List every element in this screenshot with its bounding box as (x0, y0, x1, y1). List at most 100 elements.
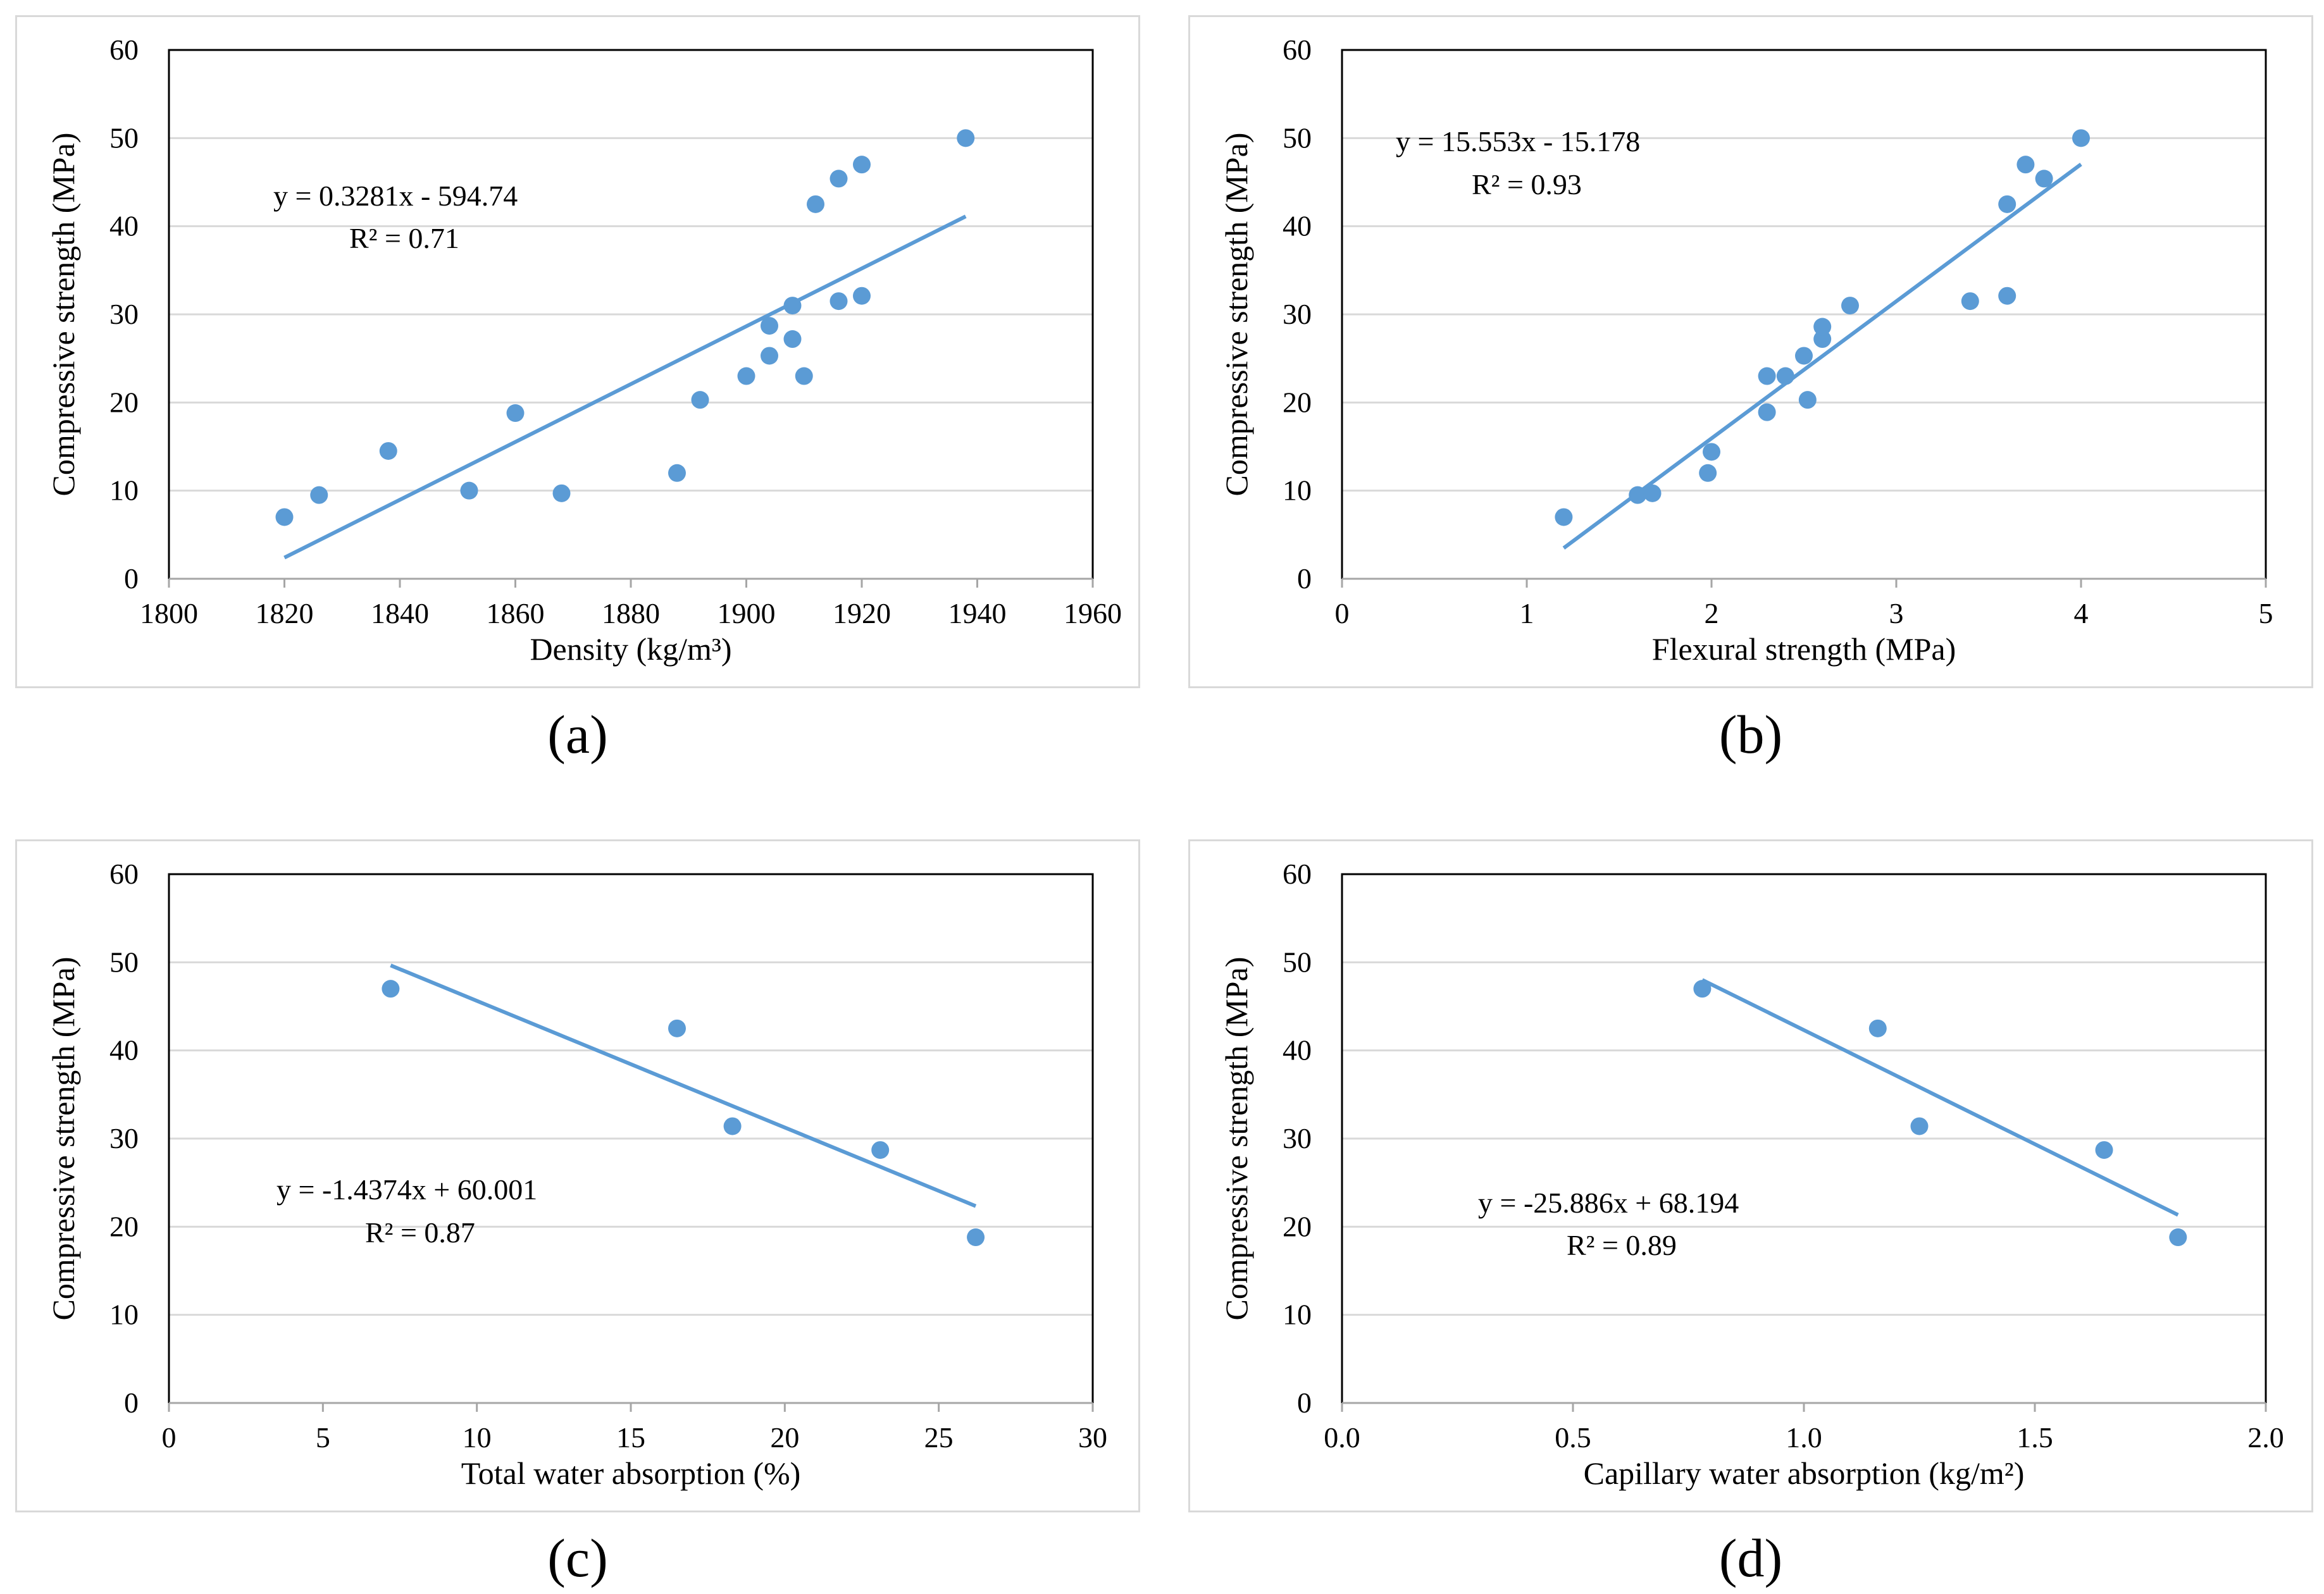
data-point (460, 481, 478, 500)
data-point (1998, 287, 2016, 305)
data-point (1629, 486, 1647, 504)
y-axis-title: Compressive strength (MPa) (1219, 957, 1254, 1321)
data-point (1795, 347, 1813, 365)
x-tick-label: 25 (924, 1421, 954, 1454)
trendline-equation: y = 0.3281x - 594.74 (273, 180, 518, 212)
data-point (691, 391, 709, 409)
data-point (1758, 403, 1776, 421)
chart-panel-a: 0 10 20 30 40 50 60 1800 1820 1840 1860 1880 1900 192… (15, 15, 1140, 688)
y-tick-label: 0 (124, 1387, 139, 1419)
y-tick-label: 30 (1283, 298, 1312, 330)
x-tick-label: 1.5 (2016, 1421, 2053, 1454)
caption-a: (a) (547, 704, 608, 765)
caption-b: (b) (1718, 704, 1783, 765)
data-point (310, 486, 328, 504)
y-tick-label: 20 (1283, 386, 1312, 418)
scatter-plot-a: 0 10 20 30 40 50 60 1800 1820 1840 1860 1880 1900 192… (46, 34, 1122, 667)
y-axis-title: Compressive strength (MPa) (46, 133, 81, 497)
data-point (2095, 1141, 2113, 1159)
data-point (506, 404, 525, 423)
y-tick-label: 60 (1283, 858, 1312, 890)
y-tick-label: 10 (1283, 1299, 1312, 1331)
y-tick-label: 40 (109, 1034, 139, 1066)
x-tick-label: 1860 (487, 597, 545, 629)
data-point (783, 330, 802, 349)
data-point (1910, 1117, 1929, 1135)
x-tick-label: 10 (463, 1421, 492, 1454)
x-tick-label: 15 (616, 1421, 645, 1454)
x-tick-label: 20 (770, 1421, 799, 1454)
scatter-plot-d: 0 10 20 30 40 50 60 0.0 0.5 1.0 1.5 2.0 Capillary wa… (1219, 858, 2284, 1491)
data-point (807, 195, 824, 213)
x-tick-label: 1840 (371, 597, 429, 629)
data-point (795, 367, 813, 385)
x-tick-label: 0.0 (1324, 1421, 1360, 1454)
x-axis-title: Density (kg/m³) (530, 631, 731, 667)
r-squared-label: R² = 0.89 (1567, 1229, 1677, 1261)
x-axis-title: Flexural strength (MPa) (1652, 631, 1956, 667)
x-axis-title: Total water absorption (%) (461, 1455, 801, 1491)
r-squared-label: R² = 0.87 (365, 1216, 475, 1249)
data-point (761, 347, 778, 365)
data-point (2016, 156, 2035, 174)
data-point (1961, 292, 1979, 311)
chart-panel-c: 0 10 20 30 40 50 60 0 5 10 15 20 25 30 Total water abs… (15, 839, 1140, 1512)
data-point (1798, 391, 1817, 409)
x-tick-label: 5 (316, 1421, 330, 1454)
x-tick-label: 4 (2074, 597, 2089, 629)
data-point (552, 484, 571, 502)
data-point (1868, 1019, 1887, 1037)
data-point (967, 1228, 985, 1247)
y-tick-label: 30 (109, 298, 139, 330)
y-tick-label: 10 (109, 1299, 139, 1331)
trendline-equation: y = -25.886x + 68.194 (1478, 1187, 1739, 1219)
x-tick-label: 1.0 (1786, 1421, 1822, 1454)
data-point (1758, 367, 1776, 385)
y-tick-label: 40 (1283, 1034, 1312, 1066)
data-point (723, 1117, 742, 1135)
x-tick-label: 30 (1078, 1421, 1107, 1454)
data-point (668, 1019, 686, 1037)
data-point (871, 1141, 890, 1159)
x-tick-label: 3 (1889, 597, 1904, 629)
scatter-plot-c: 0 10 20 30 40 50 60 0 5 10 15 20 25 30 Total water abs… (46, 858, 1107, 1491)
trendline (283, 214, 967, 560)
data-point (382, 980, 400, 998)
r-squared-label: R² = 0.71 (349, 222, 459, 254)
data-point (1643, 484, 1662, 502)
y-tick-label: 0 (1297, 1387, 1312, 1419)
y-axis-title: Compressive strength (MPa) (46, 957, 81, 1321)
x-tick-label: 1960 (1064, 597, 1122, 629)
chart-panel-d: 0 10 20 30 40 50 60 0.0 0.5 1.0 1.5 2.0 Capillary wa… (1188, 839, 2313, 1512)
trendline (1562, 163, 2082, 550)
x-tick-label: 1920 (833, 597, 891, 629)
data-point (2072, 129, 2090, 147)
trendline-equation: y = 15.553x - 15.178 (1396, 125, 1640, 158)
trendline (390, 963, 977, 1208)
y-tick-label: 60 (1283, 34, 1312, 66)
x-tick-label: 2 (1705, 597, 1719, 629)
x-tick-label: 0.5 (1555, 1421, 1591, 1454)
y-tick-label: 60 (109, 34, 139, 66)
y-tick-label: 40 (109, 210, 139, 242)
caption-d: (d) (1718, 1528, 1783, 1588)
data-point (1693, 980, 1712, 998)
x-tick-label: 1 (1520, 597, 1534, 629)
caption-c: (c) (547, 1528, 608, 1588)
x-tick-label: 2.0 (2247, 1421, 2284, 1454)
data-point (2035, 170, 2053, 188)
x-tick-label: 1820 (256, 597, 314, 629)
y-tick-label: 30 (109, 1122, 139, 1154)
x-tick-label: 1800 (140, 597, 198, 629)
y-tick-label: 50 (109, 121, 139, 154)
y-tick-label: 20 (1283, 1210, 1312, 1242)
trendline-equation: y = -1.4374x + 60.001 (277, 1173, 537, 1206)
data-point (1841, 297, 1859, 315)
trendline (1701, 978, 2179, 1217)
x-tick-label: 0 (162, 1421, 177, 1454)
data-point (1555, 508, 1573, 526)
y-tick-label: 50 (1283, 121, 1312, 154)
data-point (1813, 318, 1832, 336)
y-tick-label: 0 (1297, 562, 1312, 595)
data-point (1813, 330, 1832, 349)
